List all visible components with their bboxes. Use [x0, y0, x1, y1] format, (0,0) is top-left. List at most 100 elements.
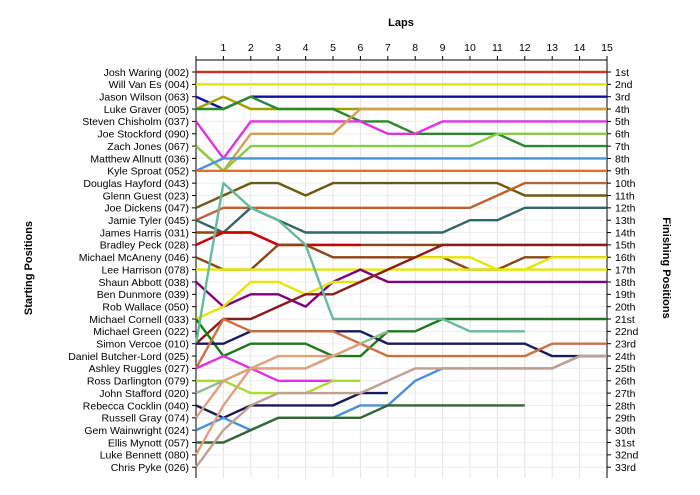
lap-tick-label: 1 — [220, 42, 226, 54]
lap-tick-label: 12 — [519, 42, 531, 54]
finishing-position-label: 20th — [615, 301, 636, 313]
lap-tick-labels: 1 2 3 4 5 6 7 8 9 10 11 12 13 14 15 — [220, 42, 613, 54]
driver-position-line — [195, 268, 607, 308]
finishing-position-label: 27th — [615, 388, 636, 400]
driver-position-line — [196, 95, 607, 148]
finishing-position-label: 29th — [615, 413, 636, 425]
driver-position-line — [195, 317, 607, 358]
driver-position-line — [195, 354, 607, 468]
lap-tick-label: 2 — [248, 42, 254, 54]
finishing-position-label: 19th — [615, 289, 636, 301]
finishing-position-label: 1st — [615, 67, 629, 79]
finishing-position-label: 22nd — [615, 326, 639, 338]
finishing-position-label: 26th — [615, 376, 636, 388]
starting-driver-label: Luke Bennett (080) — [100, 450, 189, 462]
finishing-position-label: 21st — [615, 314, 635, 326]
starting-driver-label: Ellis Mynott (057) — [108, 437, 189, 449]
lap-tick-label: 13 — [546, 42, 558, 54]
lap-tick-label: 9 — [440, 42, 446, 54]
starting-driver-label: Gem Wainwright (024) — [84, 425, 189, 437]
driver-position-line — [195, 243, 607, 345]
finishing-position-label: 16th — [615, 252, 636, 264]
driver-position-line — [195, 391, 388, 419]
driver-position-line — [194, 181, 525, 344]
finishing-position-label: 11th — [615, 190, 635, 202]
driver-position-line — [195, 354, 333, 382]
starting-position-labels: Josh Waring (002)Will Van Es (004)Jason … — [68, 67, 189, 474]
driver-position-line — [194, 342, 361, 456]
starting-driver-label: Michael McAneny (046) — [79, 252, 189, 264]
lap-tick-label: 4 — [303, 42, 309, 54]
finishing-position-label: 30th — [615, 425, 636, 437]
finishing-position-label: 23rd — [615, 339, 636, 351]
starting-driver-label: Will Van Es (004) — [109, 79, 189, 91]
finishing-position-label: 32nd — [615, 450, 639, 462]
driver-position-line — [194, 317, 607, 369]
finishing-position-label: 17th — [615, 264, 636, 276]
finishing-position-label: 7th — [615, 141, 630, 153]
finishing-position-label: 2nd — [615, 79, 633, 91]
laps-axis-title: Laps — [388, 17, 414, 29]
finishing-position-label: 13th — [615, 215, 636, 227]
finishing-position-label: 14th — [615, 227, 636, 239]
starting-driver-label: Matthew Allnutt (036) — [90, 153, 189, 165]
starting-driver-label: Joe Dickens (047) — [104, 203, 189, 215]
finishing-position-label: 4th — [615, 104, 630, 116]
driver-position-line — [195, 107, 607, 173]
starting-driver-label: Bradley Peck (028) — [100, 240, 189, 252]
lap-tick-label: 7 — [385, 42, 391, 54]
starting-driver-label: Jamie Tyler (045) — [108, 215, 189, 227]
finishing-position-label: 8th — [615, 153, 630, 165]
starting-driver-label: James Harris (031) — [100, 227, 189, 239]
starting-driver-label: Michael Green (022) — [93, 326, 189, 338]
starting-driver-label: Zach Jones (067) — [107, 141, 189, 153]
starting-driver-label: Michael Cornell (033) — [89, 314, 189, 326]
finishing-position-label: 18th — [615, 277, 636, 289]
driver-position-line — [195, 120, 607, 160]
starting-driver-label: Luke Graver (005) — [104, 104, 189, 116]
starting-driver-label: Ross Darlington (079) — [87, 376, 189, 388]
starting-driver-label: Simon Vercoe (010) — [96, 339, 189, 351]
finishing-position-label: 28th — [615, 400, 636, 412]
lap-tick-label: 14 — [574, 42, 586, 54]
finishing-position-label: 9th — [615, 166, 630, 178]
starting-driver-label: Daniel Butcher-Lord (025) — [68, 351, 189, 363]
starting-driver-label: Shaun Abbott (038) — [99, 277, 190, 289]
finishing-position-label: 25th — [615, 363, 636, 375]
finishing-position-label: 33rd — [615, 462, 636, 474]
lap-tick-label: 15 — [601, 42, 613, 54]
starting-driver-label: Rebecca Cocklin (040) — [83, 400, 189, 412]
starting-driver-label: John Stafford (020) — [99, 388, 189, 400]
position-series — [194, 70, 607, 468]
lap-tick-label: 8 — [412, 42, 418, 54]
finishing-position-label: 10th — [615, 178, 636, 190]
driver-position-line — [195, 181, 607, 222]
starting-driver-label: Steven Chisholm (037) — [82, 116, 189, 128]
finishing-position-labels: 1st2nd3rd4th5th6th7th8th9th10th11th12th1… — [615, 67, 639, 474]
finishing-position-label: 15th — [615, 240, 636, 252]
driver-position-line — [195, 132, 607, 173]
starting-driver-label: Josh Waring (002) — [104, 67, 189, 79]
driver-position-line — [195, 268, 607, 321]
driver-position-line — [195, 95, 607, 111]
driver-position-line — [195, 157, 607, 172]
lap-tick-label: 5 — [330, 42, 336, 54]
driver-position-line — [195, 181, 607, 209]
finishing-position-label: 24th — [615, 351, 636, 363]
finishing-position-label: 12th — [615, 203, 636, 215]
lap-tick-label: 10 — [464, 42, 476, 54]
finishing-positions-axis-title: Finishing Positions — [660, 217, 672, 318]
lap-tick-label: 11 — [492, 42, 503, 54]
starting-driver-label: Douglas Hayford (043) — [83, 178, 189, 190]
starting-driver-label: Jason Wilson (063) — [99, 92, 189, 104]
starting-driver-label: Russell Gray (074) — [101, 413, 189, 425]
lap-tick-label: 6 — [357, 42, 363, 54]
starting-driver-label: Lee Harrison (078) — [101, 264, 189, 276]
starting-driver-label: Kyle Sproat (052) — [107, 166, 189, 178]
finishing-position-label: 31st — [615, 437, 635, 449]
lap-tick-label: 3 — [275, 42, 281, 54]
starting-driver-label: Joe Stockford (090) — [97, 129, 189, 141]
starting-driver-label: Chris Pyke (026) — [111, 462, 189, 474]
driver-position-line — [195, 243, 607, 271]
